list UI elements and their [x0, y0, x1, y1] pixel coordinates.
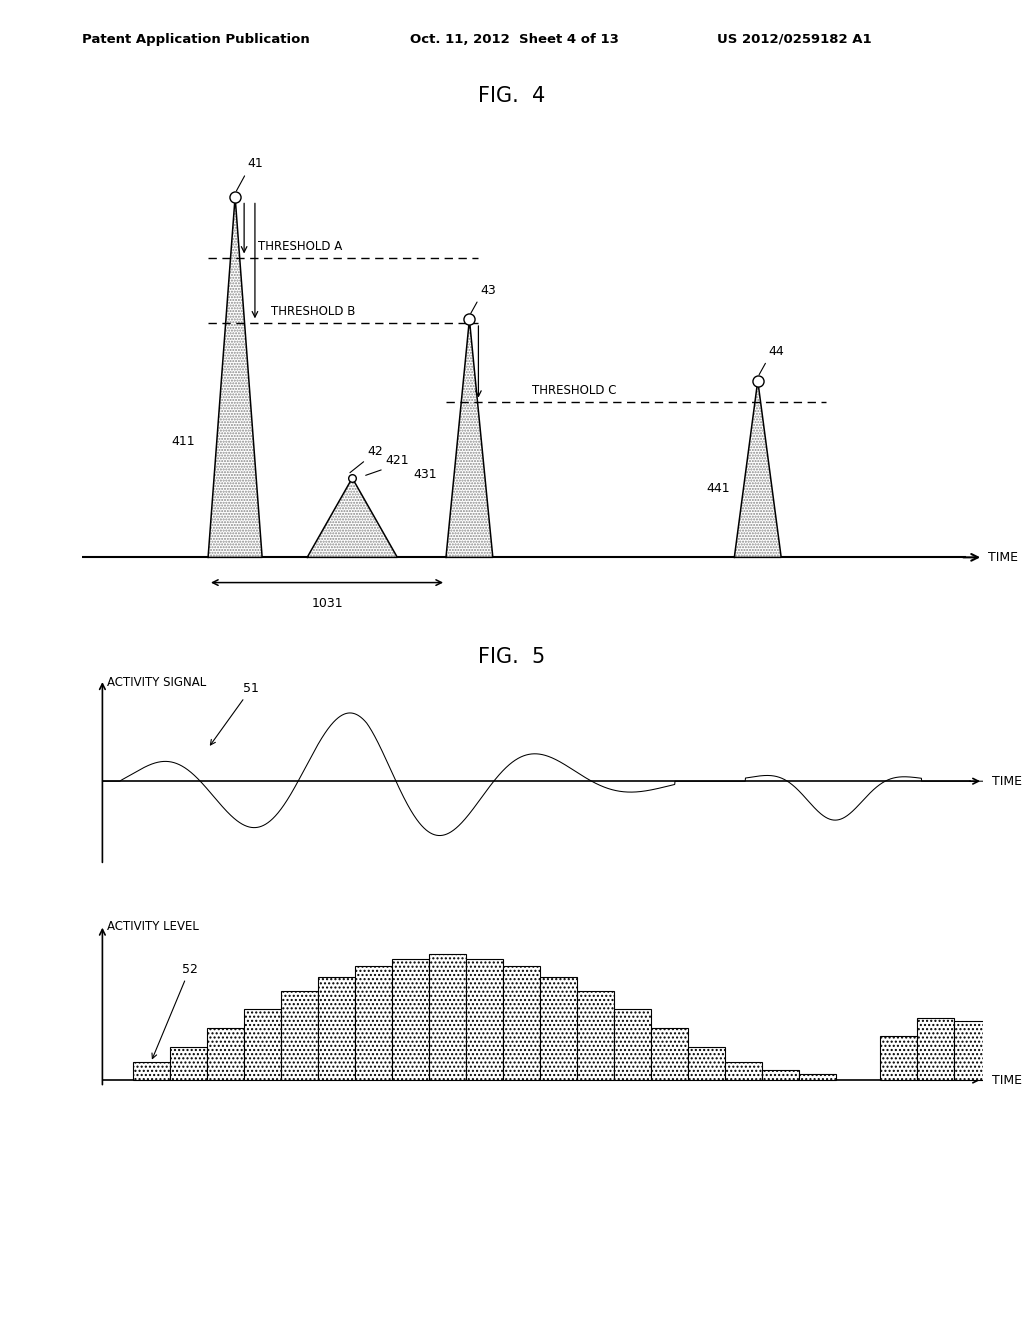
Bar — [318, 977, 355, 1080]
Bar — [614, 1008, 651, 1080]
Polygon shape — [208, 197, 262, 557]
Bar — [133, 1063, 170, 1080]
Polygon shape — [307, 478, 397, 557]
Bar — [762, 1069, 799, 1080]
Text: US 2012/0259182 A1: US 2012/0259182 A1 — [717, 33, 871, 46]
Bar — [282, 991, 318, 1080]
Text: TIME: TIME — [987, 550, 1018, 564]
Bar — [392, 958, 429, 1080]
Text: 441: 441 — [707, 482, 730, 495]
Text: ACTIVITY SIGNAL: ACTIVITY SIGNAL — [106, 676, 206, 689]
Text: THRESHOLD A: THRESHOLD A — [258, 240, 342, 252]
Bar — [170, 1048, 207, 1080]
Bar — [466, 958, 503, 1080]
Bar — [540, 977, 578, 1080]
Bar — [244, 1008, 282, 1080]
Text: 431: 431 — [414, 467, 437, 480]
Text: 42: 42 — [368, 445, 383, 458]
Polygon shape — [446, 319, 493, 557]
Bar — [880, 1036, 918, 1080]
Bar — [578, 991, 614, 1080]
Text: 52: 52 — [152, 962, 198, 1059]
Text: ACTIVITY LEVEL: ACTIVITY LEVEL — [106, 920, 199, 933]
Text: Patent Application Publication: Patent Application Publication — [82, 33, 309, 46]
Bar — [355, 966, 392, 1080]
Text: TIME: TIME — [992, 775, 1022, 788]
Text: 51: 51 — [210, 681, 259, 744]
Text: FIG.  5: FIG. 5 — [478, 647, 546, 667]
Text: THRESHOLD C: THRESHOLD C — [532, 384, 617, 397]
Text: TIME: TIME — [992, 1073, 1022, 1086]
Bar — [503, 966, 540, 1080]
Text: 44: 44 — [769, 345, 784, 358]
Bar — [799, 1074, 836, 1080]
Bar — [954, 1020, 991, 1080]
Bar — [918, 1018, 954, 1080]
Bar — [725, 1063, 762, 1080]
Text: 411: 411 — [171, 436, 195, 449]
Text: 41: 41 — [248, 157, 263, 170]
Bar — [651, 1028, 688, 1080]
Bar — [991, 1036, 1024, 1080]
Text: 1031: 1031 — [311, 597, 343, 610]
Polygon shape — [734, 380, 781, 557]
Text: Oct. 11, 2012  Sheet 4 of 13: Oct. 11, 2012 Sheet 4 of 13 — [410, 33, 618, 46]
Bar — [688, 1048, 725, 1080]
Bar — [207, 1028, 244, 1080]
Text: 421: 421 — [386, 454, 410, 467]
Bar — [429, 954, 466, 1080]
Text: THRESHOLD B: THRESHOLD B — [271, 305, 355, 318]
Text: FIG.  4: FIG. 4 — [478, 86, 546, 106]
Text: 43: 43 — [480, 284, 496, 297]
